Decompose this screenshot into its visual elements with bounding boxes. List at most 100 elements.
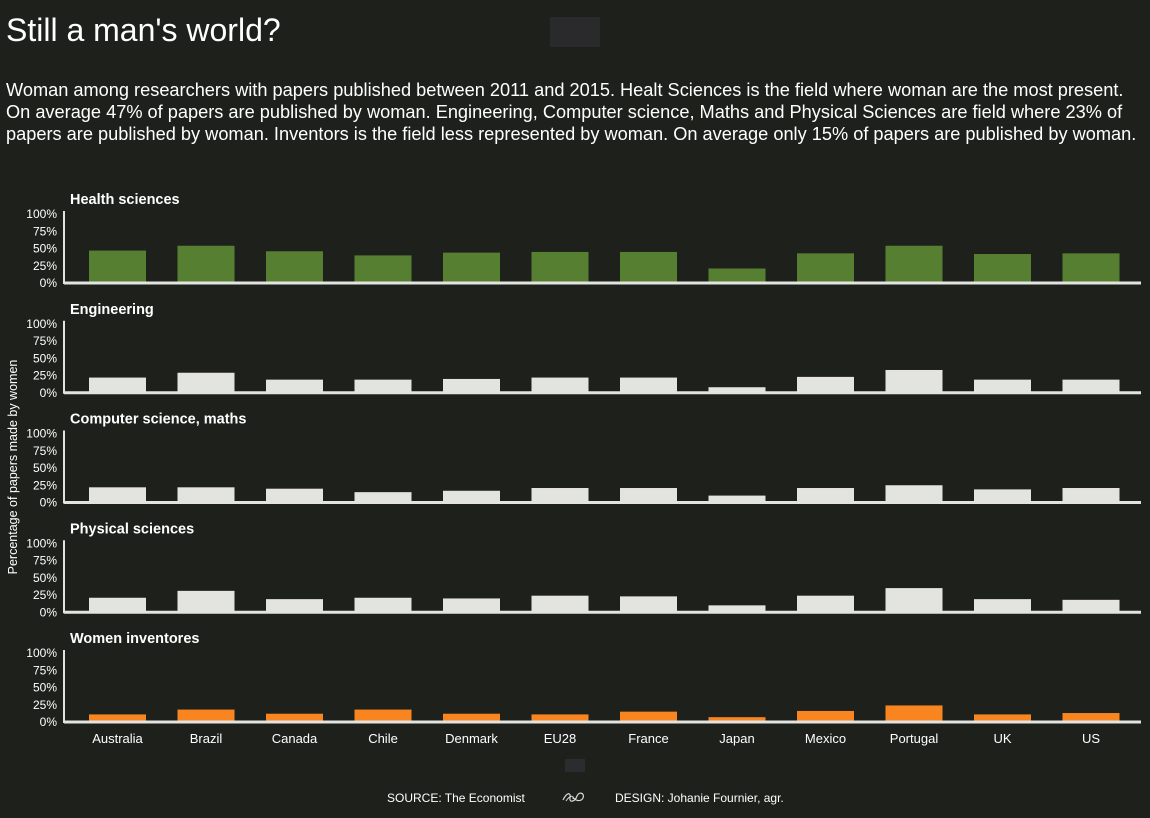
bar [1062, 488, 1120, 503]
bar [708, 268, 766, 283]
bar [177, 487, 235, 503]
x-tick-label: Chile [368, 731, 398, 746]
bar [974, 254, 1031, 283]
bar [354, 597, 412, 613]
source-credit: SOURCE: The Economist [387, 791, 525, 805]
x-tick-label: UK [993, 731, 1011, 746]
x-tick-label: US [1082, 731, 1100, 746]
bar [797, 488, 854, 503]
small-multiples-bar-chart: Health sciences 100% 75% 50% 25% 0% Engineerin… [6, 192, 1141, 746]
y-tick-label: 0% [40, 496, 58, 510]
y-tick-label: 75% [33, 663, 57, 677]
bar [797, 253, 854, 283]
bar [531, 714, 589, 722]
bar [89, 597, 146, 613]
y-tick-label: 75% [33, 444, 57, 458]
bar [354, 379, 412, 393]
bar [1062, 253, 1120, 283]
bar [974, 714, 1031, 722]
bar [354, 709, 412, 722]
y-tick-label: 75% [33, 554, 57, 568]
bar [531, 377, 589, 393]
bar [89, 714, 146, 722]
bar [531, 595, 589, 613]
bar [354, 255, 412, 283]
bar [89, 487, 146, 503]
x-tick-label: Brazil [190, 731, 223, 746]
bar [266, 379, 323, 393]
bar [797, 376, 854, 393]
economist-scribble-icon [562, 792, 584, 802]
bar [443, 713, 500, 722]
bar [177, 245, 235, 283]
y-tick-label: 100% [26, 427, 57, 441]
bar [177, 709, 235, 722]
y-tick-label: 0% [40, 276, 58, 290]
chart-subtitle: Woman among researchers with papers publ… [6, 80, 1137, 144]
bar [974, 489, 1031, 503]
bar [974, 599, 1031, 613]
bar [620, 596, 677, 613]
bar [1062, 599, 1120, 613]
panel-title: Engineering [70, 302, 154, 318]
bar [620, 251, 677, 283]
bar [443, 598, 500, 613]
panel-title: Health sciences [70, 192, 180, 208]
bar [266, 488, 323, 503]
y-tick-label: 100% [26, 207, 57, 221]
bar [885, 245, 943, 283]
y-tick-label: 25% [33, 478, 57, 492]
y-tick-label: 50% [33, 461, 57, 475]
bar [708, 717, 766, 722]
bar [885, 588, 943, 613]
y-tick-label: 75% [33, 334, 57, 348]
y-tick-label: 25% [33, 588, 57, 602]
y-tick-label: 100% [26, 536, 57, 550]
x-tick-label: Japan [719, 731, 754, 746]
panel-title: Women inventores [70, 631, 199, 647]
bar [443, 378, 500, 393]
title-smudge [550, 17, 600, 47]
panel-title: Physical sciences [70, 521, 194, 537]
bar [89, 377, 146, 393]
y-tick-label: 25% [33, 369, 57, 383]
y-tick-label: 75% [33, 224, 57, 238]
bar [708, 387, 766, 393]
x-tick-label: Mexico [805, 731, 846, 746]
bar [531, 488, 589, 503]
y-tick-label: 50% [33, 681, 57, 695]
x-tick-label: Australia [92, 731, 143, 746]
x-tick-label: Denmark [445, 731, 498, 746]
y-tick-label: 25% [33, 698, 57, 712]
panel-title: Computer science, maths [70, 412, 246, 428]
footer-smudge [565, 759, 585, 772]
bar [266, 713, 323, 722]
y-tick-label: 25% [33, 259, 57, 273]
bar [266, 599, 323, 613]
bar [1062, 713, 1120, 722]
x-tick-label: Portugal [890, 731, 939, 746]
bar [531, 251, 589, 283]
bar [443, 252, 500, 283]
bar [708, 605, 766, 613]
bar [354, 492, 412, 503]
bar [885, 369, 943, 393]
bar [443, 490, 500, 503]
bar [974, 379, 1031, 393]
y-tick-label: 0% [40, 715, 58, 729]
y-tick-label: 0% [40, 386, 58, 400]
bar [620, 377, 677, 393]
bar [708, 495, 766, 503]
bar [885, 705, 943, 722]
bar [797, 710, 854, 722]
x-tick-label: Canada [272, 731, 318, 746]
bar [89, 250, 146, 283]
bar [885, 485, 943, 503]
bar [797, 595, 854, 613]
bar [620, 488, 677, 503]
design-credit: DESIGN: Johanie Fournier, agr. [615, 791, 784, 805]
x-tick-label: France [628, 731, 668, 746]
y-axis-label: Percentage of papers made by women [6, 360, 20, 575]
y-tick-label: 100% [26, 646, 57, 660]
bar [620, 711, 677, 722]
